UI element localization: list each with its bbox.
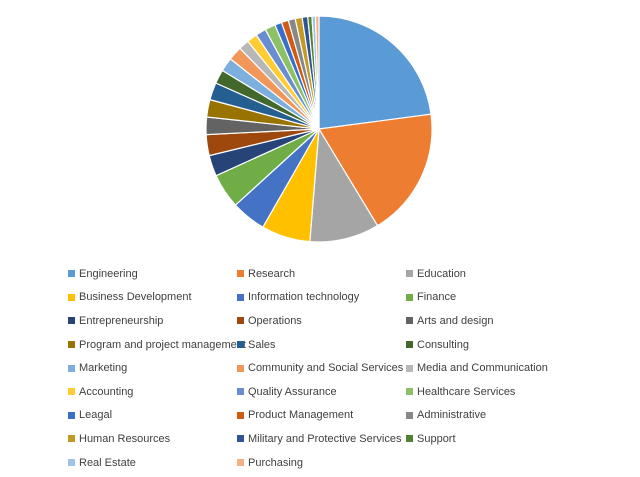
- legend-item: Marketing: [68, 356, 237, 380]
- legend-item: Engineering: [68, 262, 237, 286]
- legend-swatch: [68, 293, 75, 301]
- legend-swatch: [406, 317, 413, 325]
- legend-label: Purchasing: [248, 456, 304, 469]
- legend-swatch: [237, 411, 244, 419]
- legend-item: Entrepreneurship: [68, 309, 237, 333]
- legend-item: Research: [237, 262, 406, 286]
- legend-label: Product Management: [248, 409, 354, 422]
- legend-swatch: [237, 364, 244, 372]
- legend-item: Real Estate: [68, 451, 237, 475]
- legend-label: Research: [248, 267, 296, 280]
- legend-swatch: [406, 435, 413, 443]
- legend-item: Program and project management: [68, 333, 246, 357]
- legend-item: Information technology: [237, 286, 406, 310]
- legend-label: Engineering: [79, 267, 138, 280]
- legend-swatch: [68, 435, 75, 443]
- legend-item: Consulting: [406, 333, 575, 357]
- legend-label: Operations: [248, 314, 302, 327]
- legend-swatch: [406, 293, 413, 301]
- legend-swatch: [68, 411, 75, 419]
- legend-swatch: [237, 341, 244, 349]
- legend-swatch: [68, 364, 75, 372]
- legend-swatch: [68, 341, 75, 349]
- pie-chart: [205, 15, 433, 243]
- legend-item: Quality Assurance: [237, 380, 406, 404]
- legend-item: Sales: [237, 333, 406, 357]
- legend-label: Human Resources: [79, 432, 171, 445]
- legend-label: Support: [417, 432, 456, 445]
- legend-label: Information technology: [248, 291, 360, 304]
- legend-item: Education: [406, 262, 575, 286]
- legend-item: Finance: [406, 286, 575, 310]
- legend-swatch: [406, 341, 413, 349]
- legend-item: Leagal: [68, 404, 237, 428]
- legend-swatch: [237, 435, 244, 443]
- legend-item: Operations: [237, 309, 406, 333]
- legend-label: Quality Assurance: [248, 385, 337, 398]
- legend-item: Military and Protective Services: [237, 427, 406, 451]
- legend-label: Consulting: [417, 338, 469, 351]
- legend-swatch: [237, 270, 244, 278]
- legend-item: Arts and design: [406, 309, 575, 333]
- legend-swatch: [237, 388, 244, 396]
- legend-label: Community and Social Services: [248, 362, 404, 375]
- legend-label: Entrepreneurship: [79, 314, 164, 327]
- legend-swatch: [68, 317, 75, 325]
- legend-label: Finance: [417, 291, 457, 304]
- pie-slice-purchasing: [314, 15, 320, 130]
- legend-swatch: [68, 459, 75, 467]
- legend-label: Accounting: [79, 385, 134, 398]
- legend-item: Purchasing: [237, 451, 406, 475]
- legend-item: Media and Communication: [406, 356, 575, 380]
- legend-swatch: [406, 364, 413, 372]
- legend-item: Community and Social Services: [237, 356, 406, 380]
- legend-item: Support: [406, 427, 575, 451]
- legend-swatch: [406, 411, 413, 419]
- legend-item: Administrative: [406, 404, 575, 428]
- legend-label: Sales: [248, 338, 276, 351]
- legend-item: Product Management: [237, 404, 406, 428]
- legend-item: Business Development: [68, 286, 237, 310]
- legend-swatch: [237, 317, 244, 325]
- legend-label: Arts and design: [417, 314, 494, 327]
- legend-item: Accounting: [68, 380, 237, 404]
- chart-legend: Engineering Research Education Business Dev…: [68, 262, 628, 474]
- legend-label: Military and Protective Services: [248, 432, 402, 445]
- legend-label: Business Development: [79, 291, 192, 304]
- legend-label: Program and project management: [79, 338, 246, 351]
- pie-slice-engineering: [318, 15, 432, 130]
- legend-swatch: [237, 459, 244, 467]
- pie-slice-research: [318, 113, 433, 227]
- legend-item: Healthcare Services: [406, 380, 575, 404]
- legend-label: Real Estate: [79, 456, 136, 469]
- legend-label: Leagal: [79, 409, 113, 422]
- legend-label: Education: [417, 267, 466, 280]
- legend-swatch: [406, 270, 413, 278]
- legend-item: Human Resources: [68, 427, 237, 451]
- legend-label: Healthcare Services: [417, 385, 516, 398]
- legend-label: Media and Communication: [417, 362, 548, 375]
- legend-swatch: [406, 388, 413, 396]
- legend-label: Administrative: [417, 409, 487, 422]
- legend-swatch: [237, 293, 244, 301]
- legend-swatch: [68, 388, 75, 396]
- legend-swatch: [68, 270, 75, 278]
- legend-label: Marketing: [79, 362, 128, 375]
